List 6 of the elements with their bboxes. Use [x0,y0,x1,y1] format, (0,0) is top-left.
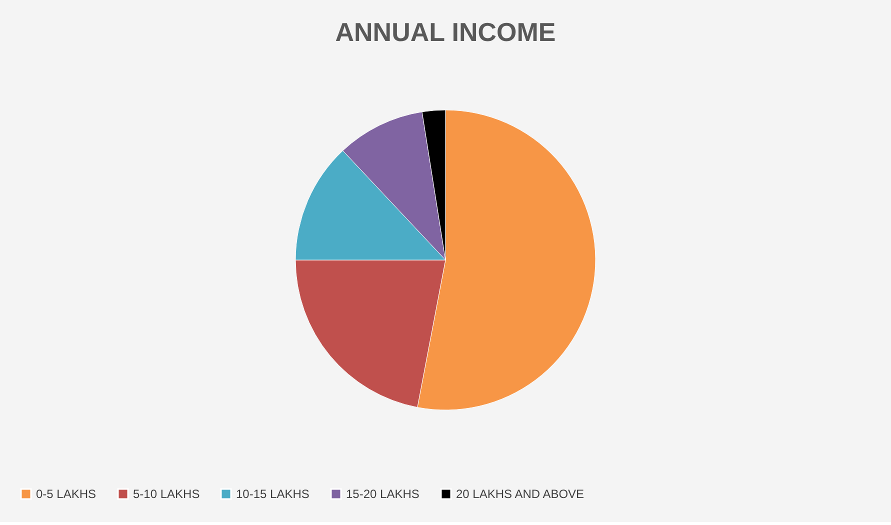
legend-label: 20 LAKHS AND ABOVE [456,487,584,501]
legend-label: 15-20 LAKHS [346,487,420,501]
chart-title: ANNUAL INCOME [335,17,556,47]
legend-label: 10-15 LAKHS [236,487,310,501]
legend-label: 0-5 LAKHS [36,487,96,501]
legend-label: 5-10 LAKHS [133,487,200,501]
